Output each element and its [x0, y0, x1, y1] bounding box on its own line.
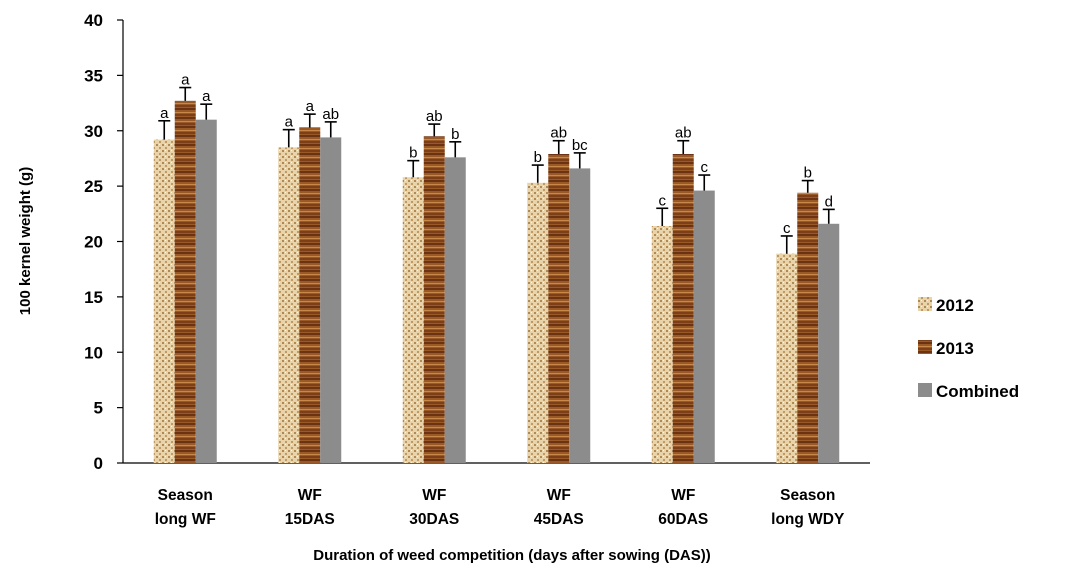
significance-letter: b — [804, 165, 812, 182]
bar-2013 — [548, 154, 570, 463]
legend-label-2013: 2013 — [936, 339, 974, 358]
y-tick-label: 0 — [94, 454, 103, 473]
significance-letter: c — [783, 220, 791, 237]
significance-letter: b — [409, 145, 417, 162]
bar-combined — [569, 168, 591, 463]
y-tick-label: 10 — [84, 343, 103, 362]
error-bars — [158, 86, 835, 254]
category-label: WF 60DAS — [658, 487, 708, 528]
axes — [122, 20, 870, 464]
legend-swatch-2012 — [918, 297, 932, 311]
significance-letter: d — [825, 193, 833, 210]
y-tick-label: 35 — [84, 66, 103, 85]
significance-letter: ab — [426, 108, 443, 125]
legend-label-2012: 2012 — [936, 296, 974, 315]
bar-2013 — [672, 154, 694, 463]
y-ticks: 0 5 10 15 20 25 30 35 40 — [84, 11, 123, 473]
category-label: WF 30DAS — [409, 487, 459, 528]
y-axis-title: 100 kernel weight (g) — [17, 167, 34, 315]
bar-combined — [320, 137, 342, 463]
significance-letter: b — [534, 149, 542, 166]
bar-2012 — [776, 253, 798, 463]
significance-letter: a — [285, 114, 294, 131]
significance-letter: a — [181, 72, 190, 89]
category-labels: Season long WF WF 15DAS WF 30DAS WF 45DAS WF 60DA… — [155, 487, 845, 528]
y-tick-label: 40 — [84, 11, 103, 30]
significance-letter: ab — [322, 106, 339, 123]
significance-letter: c — [701, 159, 709, 176]
significance-letter: b — [451, 126, 459, 143]
legend-swatch-2013 — [918, 340, 932, 354]
y-tick-label: 25 — [84, 177, 103, 196]
bar-2013 — [299, 127, 321, 464]
bar-2012 — [527, 182, 549, 464]
significance-letter: a — [160, 105, 169, 122]
legend-label-combined: Combined — [936, 382, 1019, 401]
legend-swatch-combined — [918, 383, 932, 397]
bar-combined — [818, 223, 840, 463]
significance-letter: a — [306, 98, 315, 115]
category-label: Season long WDY — [771, 487, 845, 528]
significance-letter: bc — [572, 137, 588, 154]
bar-combined — [444, 157, 466, 463]
significance-letter: ab — [675, 125, 692, 142]
y-tick-label: 30 — [84, 122, 103, 141]
bar-2012 — [651, 225, 673, 463]
significance-letter: c — [659, 192, 667, 209]
category-label: WF 15DAS — [285, 487, 335, 528]
y-tick-label: 15 — [84, 288, 103, 307]
bars — [153, 100, 840, 464]
legend: 2012 2013 Combined — [918, 296, 1019, 401]
y-tick-label: 20 — [84, 233, 103, 252]
bar-2013 — [797, 192, 819, 463]
bar-2013 — [423, 136, 445, 463]
significance-letter: a — [202, 88, 211, 105]
category-label: Season long WF — [155, 487, 216, 528]
significance-letter: ab — [550, 125, 567, 142]
bar-2012 — [402, 177, 424, 463]
x-axis-title: Duration of weed competition (days after… — [313, 547, 711, 564]
y-tick-label: 5 — [94, 399, 103, 418]
bar-2012 — [153, 139, 175, 464]
bar-combined — [693, 190, 715, 463]
bar-2012 — [278, 147, 300, 464]
bar-combined — [195, 119, 217, 464]
category-label: WF 45DAS — [534, 487, 584, 528]
bar-2013 — [174, 100, 196, 463]
